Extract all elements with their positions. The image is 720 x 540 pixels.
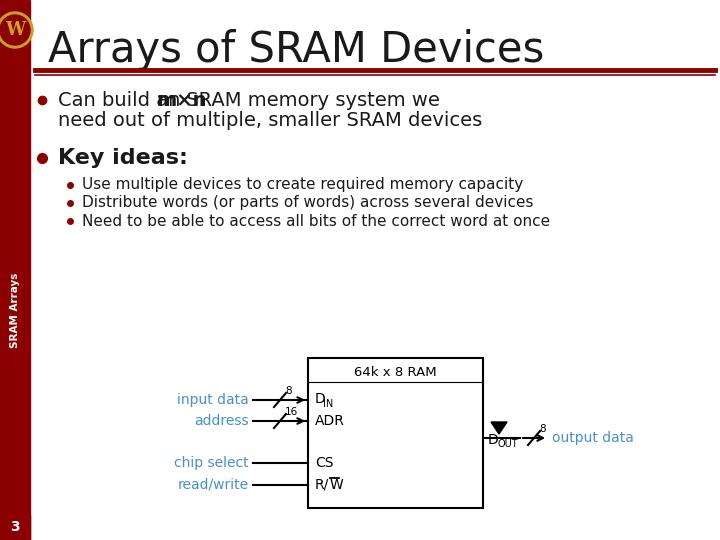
Text: 8: 8 — [539, 424, 546, 434]
Circle shape — [0, 12, 33, 48]
Text: m×n: m×n — [156, 91, 207, 110]
Bar — [0, 515, 30, 540]
Text: Can build an: Can build an — [58, 91, 186, 110]
Text: R/: R/ — [315, 478, 329, 492]
Text: output data: output data — [552, 431, 634, 445]
Text: Need to be able to access all bits of the correct word at once: Need to be able to access all bits of th… — [82, 213, 550, 228]
Text: SRAM Arrays: SRAM Arrays — [10, 272, 20, 348]
Text: W: W — [5, 21, 25, 39]
Text: chip select: chip select — [174, 456, 249, 470]
Text: Use multiple devices to create required memory capacity: Use multiple devices to create required … — [82, 178, 523, 192]
Text: 8: 8 — [285, 386, 292, 396]
Text: D: D — [488, 433, 499, 447]
Circle shape — [0, 15, 30, 45]
Text: need out of multiple, smaller SRAM devices: need out of multiple, smaller SRAM devic… — [58, 111, 482, 130]
Text: IN: IN — [323, 399, 333, 409]
Bar — [0, 0, 30, 540]
Text: Key ideas:: Key ideas: — [58, 148, 188, 168]
Text: ADR: ADR — [315, 414, 345, 428]
Text: CS: CS — [315, 456, 333, 470]
Text: 3: 3 — [10, 520, 20, 534]
Text: Distribute words (or parts of words) across several devices: Distribute words (or parts of words) acr… — [82, 195, 534, 211]
Text: SRAM memory system we: SRAM memory system we — [180, 91, 440, 110]
Text: read/write: read/write — [178, 478, 249, 492]
Text: 16: 16 — [285, 407, 298, 417]
Polygon shape — [491, 422, 507, 434]
Text: W: W — [330, 478, 343, 492]
Text: D: D — [315, 392, 325, 406]
Text: address: address — [194, 414, 249, 428]
Bar — [308, 358, 483, 508]
Text: input data: input data — [177, 393, 249, 407]
Text: 64k x 8 RAM: 64k x 8 RAM — [354, 366, 437, 379]
Text: Arrays of SRAM Devices: Arrays of SRAM Devices — [48, 29, 544, 71]
Text: OUT: OUT — [497, 439, 518, 449]
